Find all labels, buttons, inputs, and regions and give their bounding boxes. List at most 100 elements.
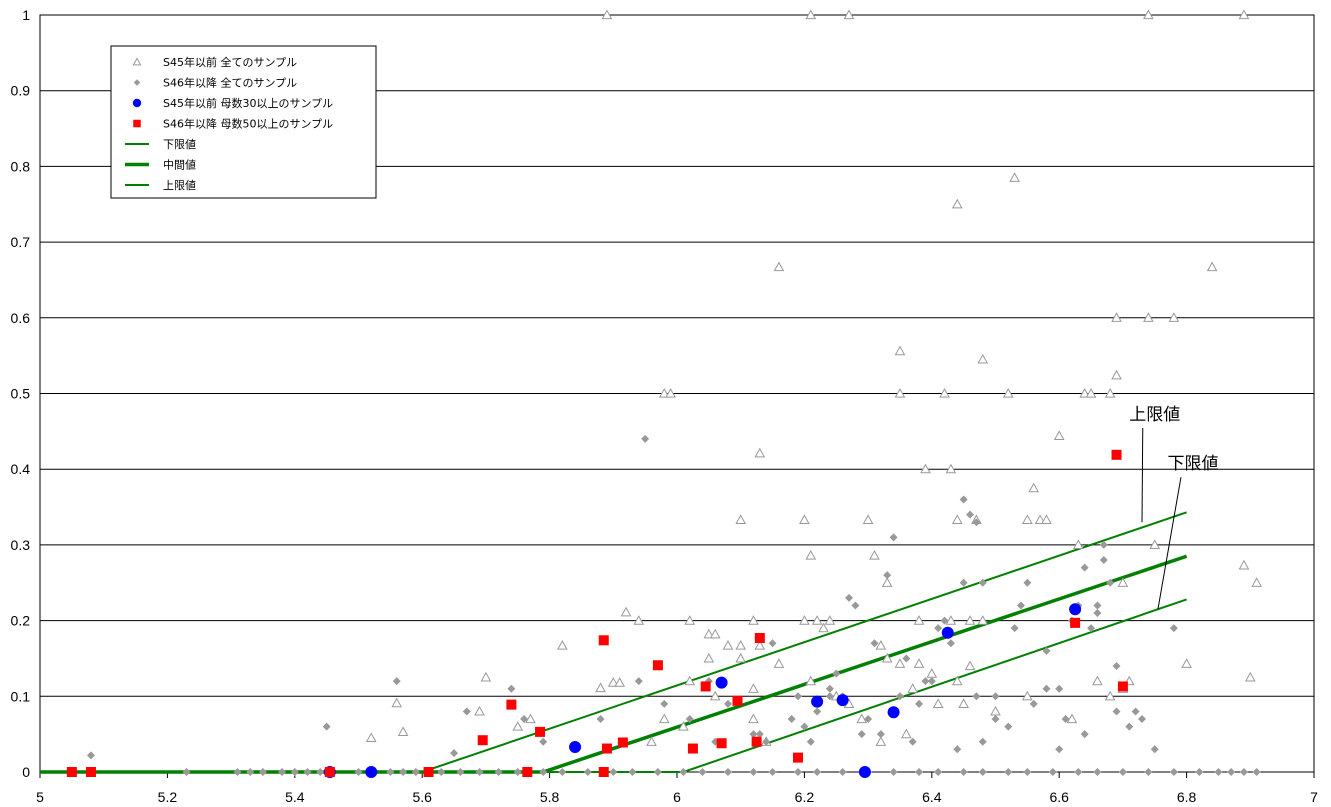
diamond-point [857, 730, 866, 739]
triangle-point [1002, 387, 1014, 398]
triangle-point [614, 677, 626, 687]
triangle-point [1244, 671, 1256, 682]
diamond-point [813, 707, 822, 716]
diamond-point [1150, 745, 1159, 754]
x-tick-label: 6.2 [795, 789, 815, 805]
triangle-point [818, 622, 829, 633]
diamond-point [959, 768, 968, 776]
square-point [617, 737, 628, 748]
circle-point [569, 741, 582, 754]
legend-label: S45年以前 全てのサンプル [163, 55, 297, 69]
diamond-point [1099, 540, 1108, 549]
diamond-point [946, 639, 955, 648]
legend-triangle-swatch [132, 57, 142, 66]
triangle-point [875, 736, 887, 746]
square-point [716, 738, 727, 749]
x-tick-label: 5 [36, 789, 44, 805]
triangle-point [397, 726, 409, 736]
diamond-point [411, 768, 420, 776]
diamond-point [660, 699, 669, 708]
square-point [732, 695, 743, 706]
diamond-point [825, 692, 834, 701]
square-point [598, 635, 609, 646]
diamond-point [978, 737, 987, 746]
diamond-point [1106, 578, 1115, 587]
triangle-point [1066, 713, 1078, 724]
square-point [601, 743, 612, 754]
circle-point [941, 626, 954, 639]
diamond-point [278, 768, 287, 776]
triangle-point [773, 261, 785, 272]
triangle-point [958, 698, 969, 708]
triangle-point [799, 514, 810, 525]
square-point [1117, 681, 1128, 692]
diamond-point [883, 571, 892, 580]
triangle-point [932, 698, 944, 708]
diamond-point [558, 768, 567, 776]
diamond-point [1144, 768, 1153, 776]
square-point [506, 699, 517, 710]
diamond-point [787, 715, 796, 724]
diamond-point [972, 518, 981, 527]
square-point [522, 767, 533, 777]
triangle-point [824, 615, 836, 625]
circle-point [887, 706, 900, 719]
diamond-point [437, 768, 446, 776]
triangle-point [1022, 690, 1033, 701]
diamond-point [902, 654, 911, 663]
triangle-point [735, 652, 747, 663]
triangle-point [843, 9, 855, 20]
legend-label: S46年以降 母数50以上のサンプル [163, 117, 333, 131]
triangle-point [646, 736, 657, 746]
square-point [754, 633, 765, 644]
y-tick-label: 0.9 [11, 83, 31, 99]
diamond-point [698, 768, 707, 776]
triangle-point [862, 514, 874, 525]
diamond-point [233, 768, 242, 776]
diamond-point [978, 768, 987, 776]
diamond-point [1055, 684, 1064, 693]
diamond-point [399, 768, 408, 776]
triangle-point [856, 713, 868, 724]
diamond-point [679, 768, 688, 776]
y-tick-label: 0.5 [11, 386, 31, 402]
triangle-point [1104, 690, 1116, 701]
diamond-point [927, 677, 936, 686]
diamond-point [1023, 768, 1032, 776]
triangle-point [1041, 514, 1052, 525]
diamond-point [978, 578, 987, 587]
annotation-label: 上限値 [1129, 405, 1180, 425]
diamond-point [258, 768, 267, 776]
annotation-label: 下限値 [1167, 454, 1218, 474]
square-point [1111, 449, 1122, 460]
diamond-point [800, 722, 809, 731]
diamond-point [1042, 646, 1051, 655]
diamond-point [794, 692, 803, 701]
x-tick-label: 5.8 [540, 789, 560, 805]
diamond-point [354, 768, 363, 776]
diamond-point [723, 699, 732, 708]
annotation-leader [1141, 427, 1144, 523]
diamond-point [1004, 722, 1013, 731]
diamond-point [1010, 624, 1019, 633]
diamond-point [934, 624, 943, 633]
triangle-point [1111, 312, 1122, 322]
circle-point [811, 695, 824, 708]
y-tick-label: 0.3 [11, 537, 31, 553]
diamond-point [889, 533, 898, 542]
diamond-point [749, 768, 758, 776]
diamond-point [539, 737, 548, 746]
triangle-point [556, 640, 568, 650]
diamond-point [915, 768, 924, 776]
diamond-point [953, 745, 962, 754]
triangle-point [1111, 369, 1122, 380]
square-point [85, 767, 96, 777]
triangle-point [748, 683, 759, 693]
triangle-point [365, 732, 377, 743]
x-tick-label: 6.6 [1049, 789, 1069, 805]
triangle-point [945, 463, 957, 474]
series-line [40, 554, 1188, 774]
diamond-point [1112, 707, 1121, 716]
diamond-point [609, 768, 618, 776]
